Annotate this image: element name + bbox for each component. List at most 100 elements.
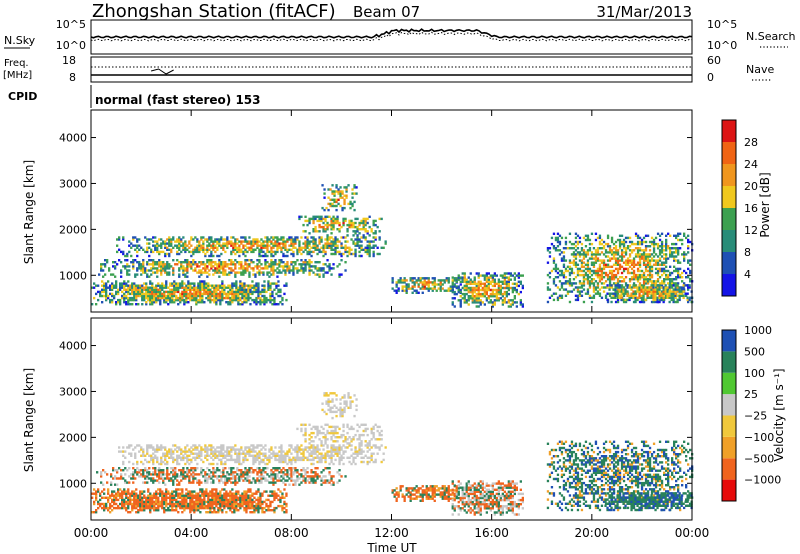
heatmap-cell: [507, 282, 510, 285]
heatmap-cell: [247, 292, 250, 296]
heatmap-cell: [493, 303, 496, 306]
heatmap-cell: [592, 257, 596, 260]
heatmap-cell: [226, 479, 229, 482]
heatmap-cell: [121, 494, 124, 497]
heatmap-cell: [254, 265, 257, 268]
heatmap-cell: [294, 242, 297, 245]
heatmap-cell: [616, 261, 620, 264]
heatmap-cell: [618, 247, 622, 250]
heatmap-cell: [620, 294, 623, 297]
heatmap-cell: [185, 492, 188, 495]
heatmap-cell: [598, 294, 602, 297]
heatmap-cell: [128, 244, 131, 247]
heatmap-cell: [169, 290, 172, 294]
heatmap-cell: [190, 265, 193, 268]
heatmap-cell: [126, 265, 129, 268]
heatmap-cell: [582, 249, 586, 252]
heatmap-cell: [215, 490, 218, 493]
heatmap-cell: [362, 234, 365, 237]
heatmap-cell: [176, 479, 179, 482]
heatmap-cell: [192, 467, 195, 470]
heatmap-cell: [318, 230, 321, 233]
heatmap-cell: [210, 261, 213, 264]
heatmap-cell: [95, 292, 98, 296]
heatmap-cell: [189, 504, 192, 508]
heatmap-cell: [112, 261, 115, 264]
heatmap-cell: [126, 259, 129, 262]
heatmap-cell: [302, 269, 305, 272]
heatmap-cell: [634, 232, 638, 235]
heatmap-cell: [463, 301, 466, 304]
heatmap-cell: [170, 479, 173, 482]
heatmap-cell: [149, 502, 152, 506]
heatmap-cell: [568, 261, 572, 264]
heatmap-cell: [582, 273, 586, 277]
heatmap-cell: [185, 500, 188, 504]
heatmap-cell: [548, 251, 552, 254]
heatmap-cell: [459, 299, 462, 302]
heatmap-cell: [677, 251, 680, 254]
heatmap-cell: [199, 498, 202, 502]
heatmap-cell: [157, 296, 160, 300]
heatmap-cell: [554, 265, 558, 268]
heatmap-cell: [138, 261, 141, 264]
heatmap-cell: [570, 290, 574, 293]
heatmap-cell: [209, 290, 212, 294]
heatmap-cell: [331, 202, 334, 206]
heatmap-cell: [249, 494, 252, 497]
heatmap-cell: [582, 236, 586, 240]
heatmap-cell: [632, 286, 636, 289]
heatmap-cell: [211, 502, 214, 506]
heatmap-cell: [190, 261, 193, 264]
heatmap-cell: [125, 506, 128, 510]
heatmap-cell: [562, 282, 566, 285]
heatmap-cell: [133, 282, 136, 285]
heatmap-cell: [316, 248, 319, 251]
heatmap-cell: [443, 279, 446, 282]
heatmap-cell: [101, 290, 104, 294]
heatmap-cell: [107, 280, 110, 283]
heatmap-cell: [489, 292, 492, 296]
heatmap-cell: [153, 500, 156, 504]
heatmap-cell: [168, 263, 171, 266]
heatmap-cell: [296, 267, 299, 270]
heatmap-cell: [360, 244, 363, 247]
heatmap-cell: [465, 282, 468, 285]
heatmap-cell: [175, 502, 178, 506]
heatmap-cell: [632, 263, 636, 266]
heatmap-cell: [211, 490, 214, 493]
heatmap-cell: [646, 286, 649, 289]
heatmap-cell: [223, 284, 226, 287]
heatmap-cell: [606, 263, 610, 266]
heatmap-cell: [270, 263, 273, 266]
heatmap-cell: [340, 273, 343, 276]
heatmap-cell: [660, 286, 663, 289]
heatmap-cell: [233, 509, 236, 512]
heatmap-cell: [519, 299, 522, 302]
heatmap-cell: [552, 261, 556, 264]
heatmap-cell: [209, 498, 212, 502]
heatmap-cell: [245, 290, 248, 294]
heatmap-cell: [318, 225, 321, 229]
heatmap-cell: [182, 477, 185, 480]
heatmap-cell: [671, 286, 674, 289]
heatmap-cell: [232, 236, 235, 239]
heatmap-cell: [193, 504, 196, 508]
heatmap-cell: [461, 276, 464, 279]
heatmap-cell: [273, 496, 276, 499]
heatmap-cell: [335, 208, 338, 212]
heatmap-cell: [131, 298, 134, 302]
heatmap-cell: [266, 273, 269, 276]
heatmap-cell: [650, 257, 654, 260]
heatmap-cell: [161, 284, 164, 287]
heatmap-cell: [146, 469, 149, 472]
heatmap-cell: [120, 250, 123, 254]
heatmap-cell: [598, 240, 602, 244]
heatmap-cell: [670, 298, 673, 302]
heatmap-cell: [139, 498, 142, 502]
heatmap-cell: [120, 275, 123, 278]
heatmap-cell: [455, 286, 458, 290]
heatmap-cell: [190, 267, 193, 270]
heatmap-cell: [467, 299, 470, 302]
heatmap-cell: [626, 292, 629, 295]
